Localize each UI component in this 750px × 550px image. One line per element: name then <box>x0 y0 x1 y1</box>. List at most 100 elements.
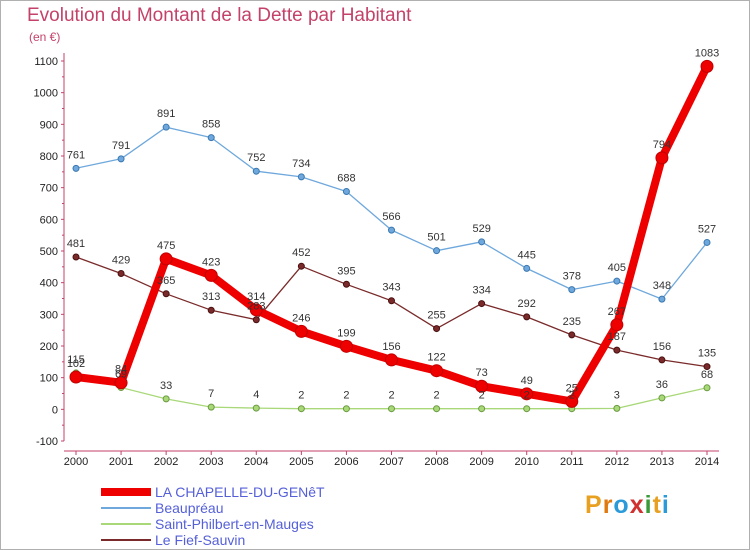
x-tick-label: 2008 <box>424 456 448 468</box>
data-label: 2 <box>388 390 394 402</box>
data-label: 501 <box>427 232 445 244</box>
data-label: 73 <box>476 367 488 379</box>
data-label: 529 <box>472 223 490 235</box>
data-label: 452 <box>292 247 310 259</box>
data-label: 246 <box>292 312 310 324</box>
data-point <box>388 297 395 305</box>
data-label: 199 <box>337 327 355 339</box>
data-point <box>388 405 395 413</box>
data-label: 68 <box>701 369 713 381</box>
data-point <box>162 123 170 131</box>
y-tick-label: 200 <box>40 341 58 353</box>
x-tick-label: 2004 <box>244 456 268 468</box>
data-point <box>568 286 576 294</box>
data-point <box>204 268 218 282</box>
y-tick-label: 1000 <box>34 88 58 100</box>
data-point <box>162 290 170 298</box>
data-label: 475 <box>157 240 175 252</box>
data-point <box>72 253 80 261</box>
data-point <box>117 155 125 163</box>
data-point <box>478 405 486 413</box>
data-label: 283 <box>247 301 265 313</box>
data-point <box>252 404 260 412</box>
data-label: 36 <box>656 379 668 391</box>
series-3 <box>72 253 711 371</box>
data-label: 2 <box>524 390 530 402</box>
data-point <box>207 134 215 142</box>
x-tick-label: 2002 <box>154 456 178 468</box>
data-point <box>433 405 441 413</box>
data-label: 156 <box>382 341 400 353</box>
data-point <box>658 356 666 364</box>
data-label: 49 <box>521 375 533 387</box>
series-0 <box>69 59 714 408</box>
series-2 <box>72 369 711 413</box>
x-tick-label: 2007 <box>379 456 403 468</box>
y-tick-label: 100 <box>40 373 58 385</box>
data-point <box>342 280 350 288</box>
logo-letter: i <box>644 491 653 519</box>
x-tick-label: 2014 <box>695 456 719 468</box>
data-label: 267 <box>608 306 626 318</box>
data-point <box>610 318 624 332</box>
y-tick-label: 300 <box>40 309 58 321</box>
data-label: 7 <box>208 388 214 400</box>
data-point <box>342 187 350 195</box>
legend-label: Le Fief-Sauvin <box>155 532 246 548</box>
data-point <box>159 252 173 266</box>
data-label: 395 <box>337 265 355 277</box>
data-point <box>478 238 486 246</box>
data-point <box>565 394 579 408</box>
data-label: 858 <box>202 119 220 131</box>
y-tick-label: 900 <box>40 119 58 131</box>
data-label: 791 <box>112 140 130 152</box>
data-label: 445 <box>518 249 536 261</box>
logo-letter: P <box>585 491 603 519</box>
legend-swatch <box>101 488 151 496</box>
data-point <box>69 370 83 384</box>
x-tick-label: 2009 <box>469 456 493 468</box>
y-tick-label: 800 <box>40 151 58 163</box>
data-label: 33 <box>160 380 172 392</box>
logo-letter: x <box>629 491 645 519</box>
y-tick-label: 0 <box>52 404 58 416</box>
data-label: 348 <box>653 280 671 292</box>
data-label: 794 <box>653 139 671 151</box>
data-label: 187 <box>608 331 626 343</box>
data-label: 314 <box>247 291 265 303</box>
legend-swatch <box>101 539 151 541</box>
data-label: 69 <box>115 368 127 380</box>
data-point <box>475 379 489 393</box>
x-tick-label: 2011 <box>560 456 584 468</box>
data-point <box>114 376 128 390</box>
y-tick-label: 400 <box>40 278 58 290</box>
data-label: 25 <box>566 382 578 394</box>
data-point <box>339 339 353 353</box>
data-point <box>297 173 305 181</box>
data-label: 343 <box>382 282 400 294</box>
x-tick-label: 2010 <box>514 456 538 468</box>
data-label: 2 <box>434 390 440 402</box>
proxiti-logo: Proxiti <box>585 491 670 520</box>
data-label: 752 <box>247 152 265 164</box>
data-point <box>297 262 305 270</box>
x-tick-label: 2003 <box>199 456 223 468</box>
data-point <box>655 151 669 165</box>
data-point <box>568 331 576 339</box>
data-point <box>388 226 395 234</box>
data-point <box>249 303 263 317</box>
data-point <box>613 404 621 412</box>
x-tick-label: 2005 <box>289 456 313 468</box>
data-label: 1083 <box>695 47 719 59</box>
data-point <box>294 324 308 338</box>
data-point <box>703 363 711 371</box>
data-label: 405 <box>608 262 626 274</box>
data-point <box>658 394 666 402</box>
chart-title: Evolution du Montant de la Dette par Hab… <box>27 5 412 26</box>
series-1 <box>72 123 711 303</box>
data-label: 313 <box>202 291 220 303</box>
data-point <box>207 403 215 411</box>
data-point <box>523 264 531 272</box>
data-label: 2 <box>298 390 304 402</box>
